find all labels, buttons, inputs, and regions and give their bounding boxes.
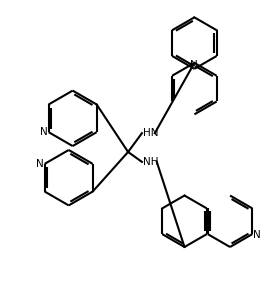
Text: HN: HN xyxy=(143,128,159,138)
Text: NH: NH xyxy=(143,157,159,167)
Text: N: N xyxy=(40,127,48,137)
Text: N: N xyxy=(36,159,44,169)
Text: N: N xyxy=(189,60,197,70)
Text: N: N xyxy=(253,230,261,240)
